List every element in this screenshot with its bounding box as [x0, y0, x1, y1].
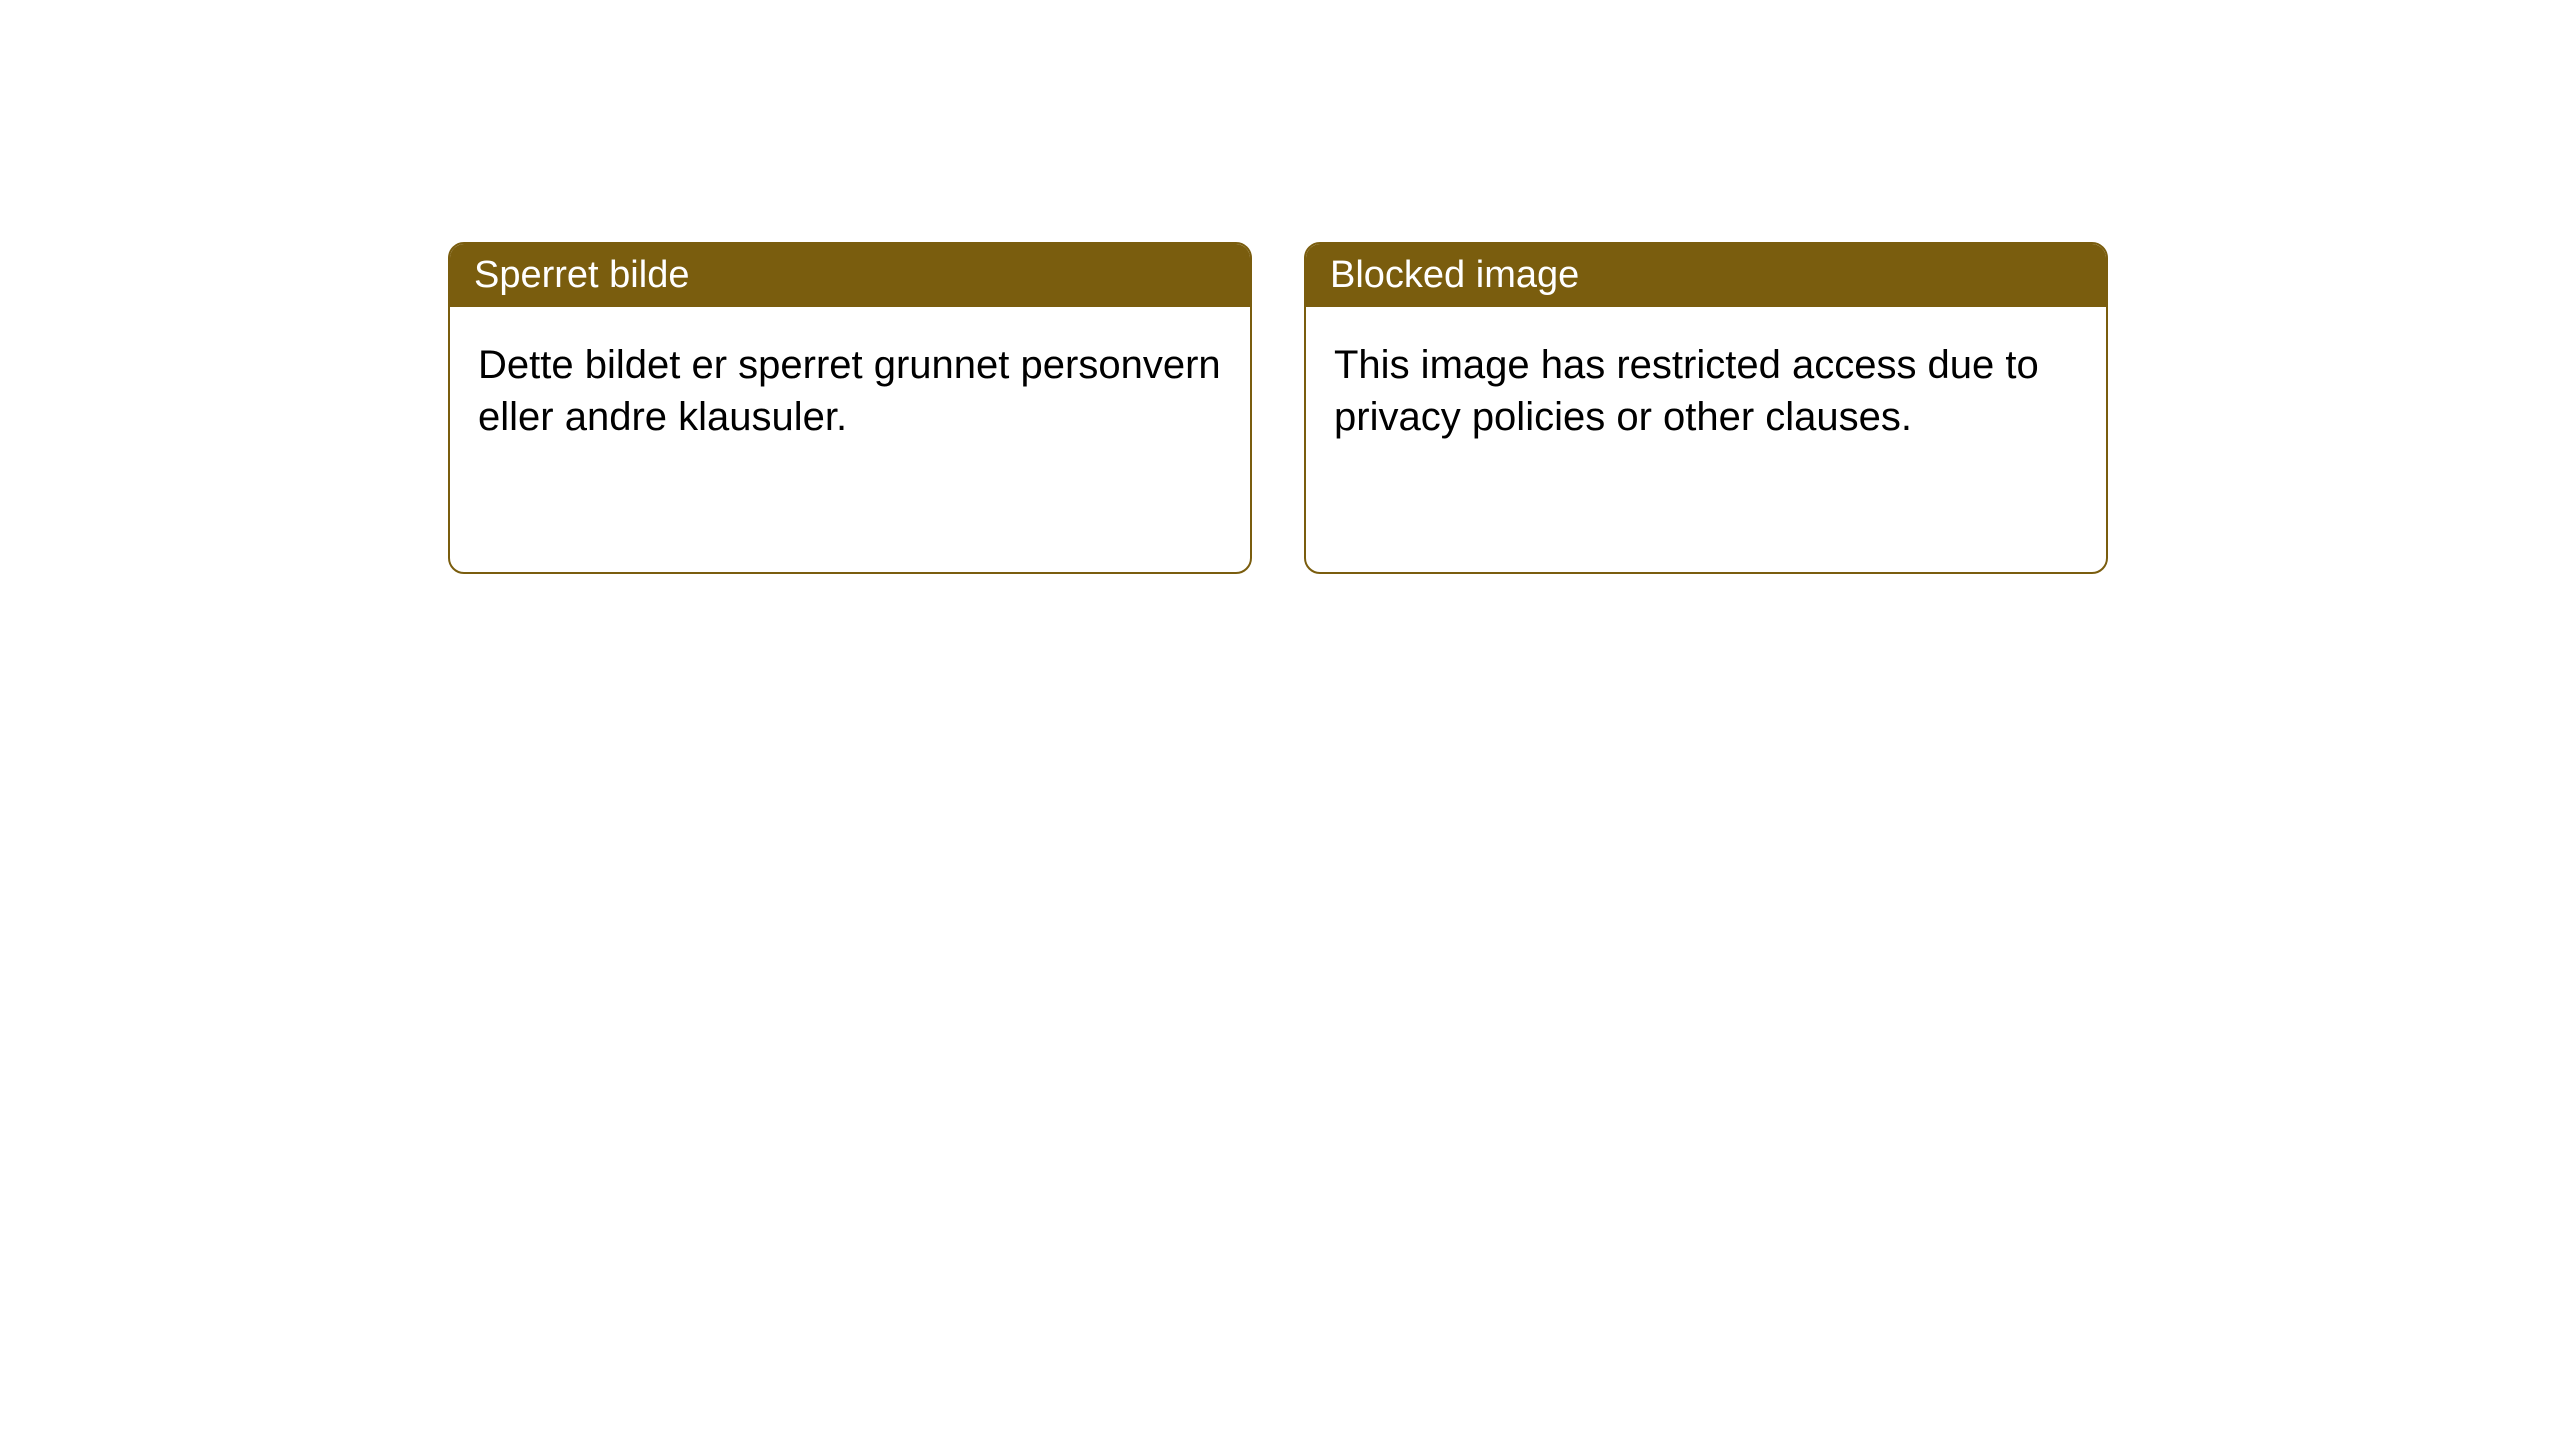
card-body: Dette bildet er sperret grunnet personve…	[450, 307, 1250, 475]
card-header: Sperret bilde	[450, 244, 1250, 307]
card-body-text: This image has restricted access due to …	[1334, 343, 2039, 439]
notice-card-norwegian: Sperret bilde Dette bildet er sperret gr…	[448, 242, 1252, 574]
card-header: Blocked image	[1306, 244, 2106, 307]
card-body: This image has restricted access due to …	[1306, 307, 2106, 475]
notice-card-english: Blocked image This image has restricted …	[1304, 242, 2108, 574]
card-title: Sperret bilde	[474, 254, 689, 296]
card-title: Blocked image	[1330, 254, 1579, 296]
card-body-text: Dette bildet er sperret grunnet personve…	[478, 343, 1221, 439]
notice-container: Sperret bilde Dette bildet er sperret gr…	[0, 0, 2560, 574]
